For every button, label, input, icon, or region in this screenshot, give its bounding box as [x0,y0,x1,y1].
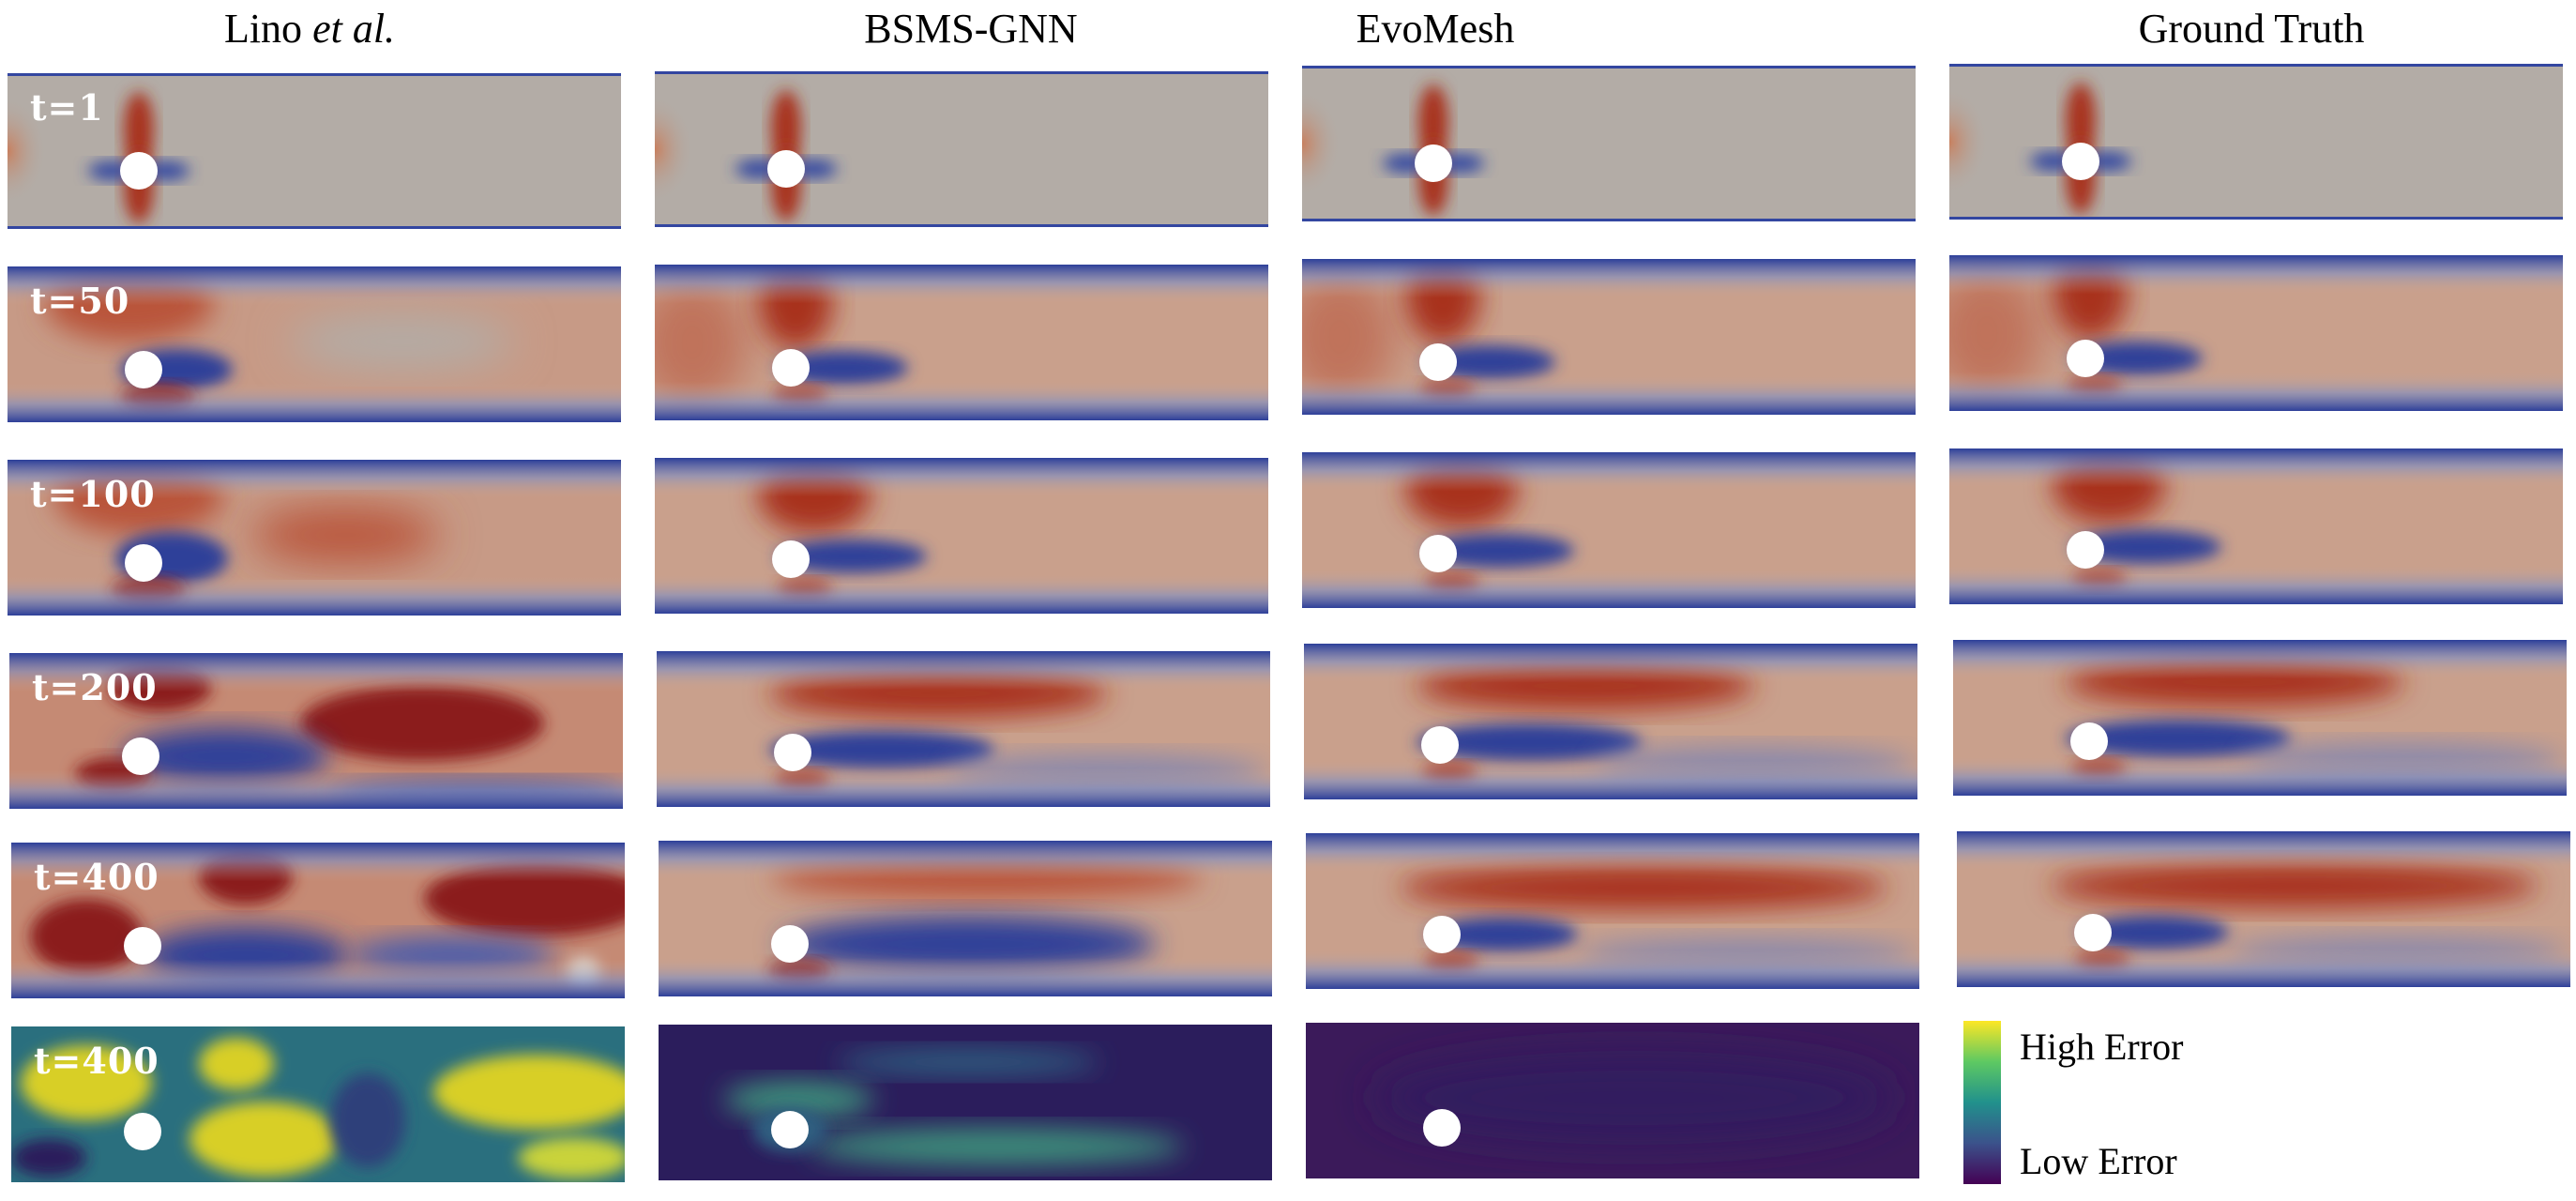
panel-gt-t1 [1949,64,2563,220]
time-label: t=1 [30,86,104,129]
panel-bsms-t400 [659,841,1272,996]
panel-lino-t50: t=50 [8,266,621,422]
panel-bsms-t50 [655,265,1268,420]
legend-high-error: High Error [2020,1026,2184,1068]
column-title-ground-truth: Ground Truth [2138,6,2365,52]
panel-lino-t100: t=100 [8,460,621,616]
time-label: t=200 [32,666,158,708]
panel-gt-t100 [1949,448,2563,604]
column-title-bsms-gnn: BSMS-GNN [864,6,1078,52]
panel-evomesh-t200 [1304,644,1917,799]
column-title-evomesh: EvoMesh [1356,6,1515,52]
panel-gt-t200 [1953,640,2567,796]
panel-lino-t1: t=1 [8,73,621,229]
error-colorbar [1963,1021,2001,1184]
panel-lino-t200: t=200 [9,653,623,809]
time-label: t=50 [30,280,130,322]
time-label: t=400 [34,856,159,898]
time-label: t=400 [34,1040,159,1082]
panel-evomesh-t100 [1302,452,1916,608]
panel-evomesh-error-t400 [1306,1023,1919,1178]
panel-gt-t50 [1949,255,2563,411]
panel-bsms-error-t400 [659,1025,1272,1180]
time-label: t=100 [30,473,156,515]
panel-bsms-t100 [655,458,1268,614]
column-title-lino: Lino et al. [223,6,396,52]
panel-evomesh-t400 [1306,833,1919,989]
panel-bsms-t200 [657,651,1270,807]
panel-evomesh-t1 [1302,66,1916,221]
panel-evomesh-t50 [1302,259,1916,415]
panel-lino-t400: t=400 [11,843,625,998]
panel-bsms-t1 [655,71,1268,227]
panel-gt-t400 [1957,831,2570,987]
legend-low-error: Low Error [2020,1140,2177,1182]
panel-lino-error-t400: t=400 [11,1026,625,1182]
